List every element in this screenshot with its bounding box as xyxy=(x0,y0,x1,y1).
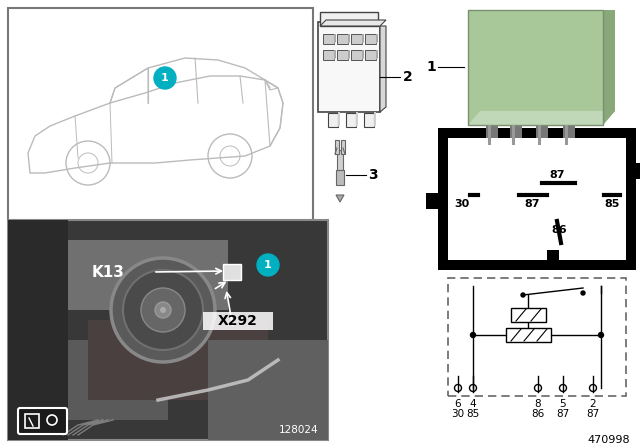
Bar xyxy=(8,8,313,223)
Bar xyxy=(365,34,376,44)
Polygon shape xyxy=(348,50,350,60)
Circle shape xyxy=(160,307,166,313)
Bar xyxy=(323,34,334,44)
Text: 86: 86 xyxy=(551,225,567,235)
Text: 3: 3 xyxy=(368,168,378,182)
Bar xyxy=(68,240,228,310)
Bar xyxy=(68,340,168,420)
Bar xyxy=(538,125,541,145)
Bar xyxy=(351,50,362,60)
Text: 5: 5 xyxy=(560,399,566,409)
Polygon shape xyxy=(362,50,364,60)
Text: 8: 8 xyxy=(534,399,541,409)
Bar xyxy=(208,340,328,440)
Bar xyxy=(323,50,334,60)
Circle shape xyxy=(155,302,171,318)
Bar xyxy=(335,140,339,154)
Bar xyxy=(365,50,376,60)
Polygon shape xyxy=(348,34,350,44)
Bar xyxy=(511,308,546,322)
Bar xyxy=(506,328,551,342)
Bar xyxy=(8,220,328,440)
Polygon shape xyxy=(468,111,615,125)
Polygon shape xyxy=(356,112,358,127)
Bar xyxy=(341,140,345,154)
Text: 87: 87 xyxy=(586,409,600,419)
Circle shape xyxy=(123,270,203,350)
Text: 6: 6 xyxy=(454,399,461,409)
Text: X292: X292 xyxy=(218,314,258,328)
Polygon shape xyxy=(320,20,386,26)
Text: 30: 30 xyxy=(451,409,465,419)
Bar xyxy=(351,34,362,44)
Bar xyxy=(318,22,380,112)
Bar xyxy=(426,193,438,209)
Polygon shape xyxy=(334,50,336,60)
Text: 85: 85 xyxy=(467,409,479,419)
Polygon shape xyxy=(336,195,344,202)
Polygon shape xyxy=(603,10,615,125)
Polygon shape xyxy=(376,34,378,44)
Circle shape xyxy=(470,332,476,337)
Bar xyxy=(320,12,378,26)
Bar xyxy=(468,10,603,125)
Bar xyxy=(8,220,68,440)
Text: 2: 2 xyxy=(403,70,413,84)
Bar xyxy=(337,50,348,60)
Text: 85: 85 xyxy=(604,199,620,209)
Bar xyxy=(336,170,344,185)
Text: 128024: 128024 xyxy=(278,425,318,435)
Bar xyxy=(438,128,636,270)
Circle shape xyxy=(581,291,585,295)
Circle shape xyxy=(257,254,279,276)
Text: 2: 2 xyxy=(589,399,596,409)
Text: 1: 1 xyxy=(161,73,169,83)
Bar xyxy=(88,320,268,400)
Bar xyxy=(565,125,568,145)
Text: 4: 4 xyxy=(470,399,476,409)
Bar xyxy=(337,34,348,44)
Circle shape xyxy=(141,288,185,332)
Text: 87: 87 xyxy=(556,409,570,419)
Bar xyxy=(25,414,39,428)
Polygon shape xyxy=(380,26,386,112)
Bar xyxy=(223,264,241,280)
FancyBboxPatch shape xyxy=(18,408,67,434)
Text: 87: 87 xyxy=(549,170,564,180)
Circle shape xyxy=(111,258,215,362)
Bar xyxy=(468,10,603,125)
Bar xyxy=(448,278,626,396)
Text: 1: 1 xyxy=(426,60,436,74)
Polygon shape xyxy=(374,112,376,127)
Circle shape xyxy=(154,67,176,89)
Bar xyxy=(346,113,356,127)
Bar xyxy=(536,125,548,145)
Bar xyxy=(364,113,374,127)
Bar xyxy=(512,125,515,145)
Text: K13: K13 xyxy=(92,264,124,280)
Polygon shape xyxy=(362,34,364,44)
Bar xyxy=(448,138,626,260)
Bar xyxy=(328,113,338,127)
Polygon shape xyxy=(334,34,336,44)
Bar xyxy=(510,125,522,145)
Bar xyxy=(563,125,575,145)
Polygon shape xyxy=(338,112,340,127)
Text: 1: 1 xyxy=(264,260,272,270)
Circle shape xyxy=(521,293,525,297)
Bar xyxy=(337,150,343,170)
Circle shape xyxy=(598,332,604,337)
Polygon shape xyxy=(376,50,378,60)
Text: 86: 86 xyxy=(531,409,545,419)
Text: 87: 87 xyxy=(524,199,540,209)
Bar xyxy=(203,312,273,330)
Bar xyxy=(486,125,498,145)
Text: 470998: 470998 xyxy=(588,435,630,445)
Bar xyxy=(488,125,491,145)
Bar xyxy=(636,163,640,179)
Text: 30: 30 xyxy=(454,199,470,209)
Bar xyxy=(547,250,559,270)
